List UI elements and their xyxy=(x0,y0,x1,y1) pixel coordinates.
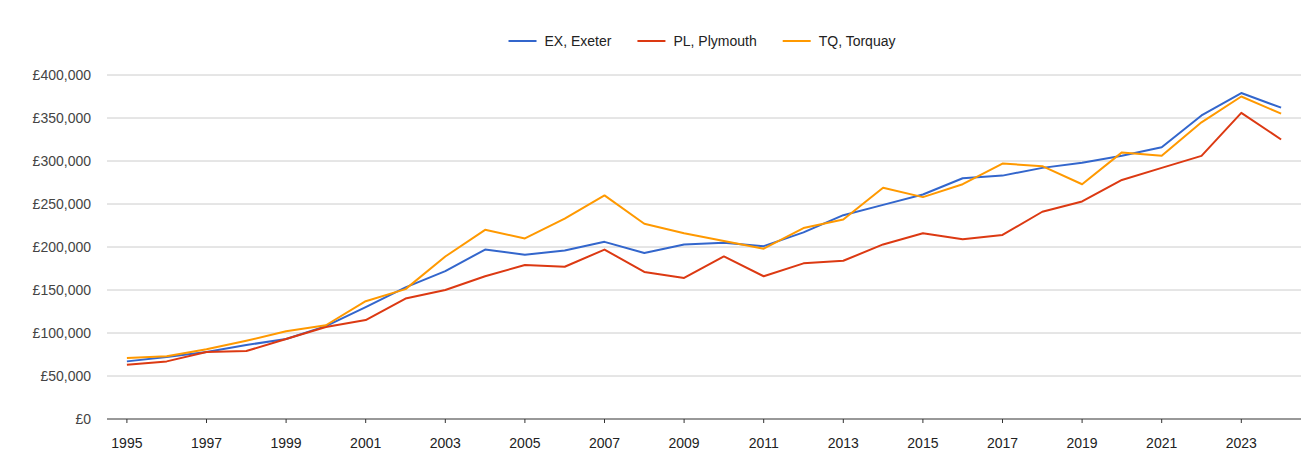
legend-symbol xyxy=(509,40,537,42)
x-tick-label: 2001 xyxy=(350,435,381,450)
x-tick-label: 2007 xyxy=(589,435,620,450)
series-line xyxy=(127,93,1281,361)
x-tick xyxy=(604,419,605,423)
x-tick-label: 1997 xyxy=(191,435,222,450)
legend-label: PL, Plymouth xyxy=(673,33,756,49)
y-tick-label: £0 xyxy=(75,411,91,427)
x-tick xyxy=(922,419,923,423)
y-tick-label: £250,000 xyxy=(33,196,92,212)
chart: £0 £50,000 £100,000 £150,000 £200,000 £250,00… xyxy=(0,0,1305,450)
grid-line xyxy=(107,161,1301,162)
x-tick-label: 2015 xyxy=(907,435,938,450)
x-tick xyxy=(206,419,207,423)
x-tick-label: 1995 xyxy=(111,435,142,450)
y-tick-label: £200,000 xyxy=(33,239,92,255)
y-tick-label: £100,000 xyxy=(33,325,92,341)
x-tick-label: 1999 xyxy=(271,435,302,450)
x-tick xyxy=(126,419,127,423)
x-tick xyxy=(1082,419,1083,423)
x-tick-label: 2013 xyxy=(828,435,859,450)
y-tick-label: £350,000 xyxy=(33,110,92,126)
grid-line xyxy=(107,118,1301,119)
x-tick xyxy=(445,419,446,423)
legend-label: TQ, Torquay xyxy=(819,33,896,49)
x-tick-label: 2003 xyxy=(430,435,461,450)
grid-line xyxy=(107,333,1301,334)
y-tick-label: £50,000 xyxy=(40,368,91,384)
x-tick-label: 2023 xyxy=(1226,435,1257,450)
x-tick-label: 2011 xyxy=(749,435,779,450)
x-tick xyxy=(365,419,366,423)
x-axis-line xyxy=(107,419,1301,420)
x-tick xyxy=(286,419,287,423)
grid-line xyxy=(107,247,1301,248)
series-line xyxy=(127,113,1281,365)
x-tick xyxy=(524,419,525,423)
x-tick xyxy=(843,419,844,423)
grid xyxy=(107,75,1301,376)
x-tick xyxy=(1161,419,1162,423)
grid-line xyxy=(107,75,1301,76)
legend-symbol xyxy=(637,40,665,42)
x-tick-label: 2017 xyxy=(987,435,1018,450)
y-tick-label: £400,000 xyxy=(33,67,92,83)
x-tick-label: 2005 xyxy=(509,435,540,450)
series-group xyxy=(127,93,1281,365)
x-tick xyxy=(684,419,685,423)
grid-line xyxy=(107,204,1301,205)
x-tick xyxy=(763,419,764,423)
grid-line xyxy=(107,290,1301,291)
x-tick-label: 2021 xyxy=(1146,435,1177,450)
legend-label: EX, Exeter xyxy=(545,33,612,49)
y-tick-label: £150,000 xyxy=(33,282,92,298)
x-tick-label: 2009 xyxy=(669,435,700,450)
legend-symbol xyxy=(783,40,811,42)
x-tick-label: 2019 xyxy=(1067,435,1098,450)
grid-line xyxy=(107,376,1301,377)
legend: EX, Exeter PL, Plymouth TQ, Torquay xyxy=(509,33,896,49)
series-line xyxy=(127,97,1281,358)
y-tick-label: £300,000 xyxy=(33,153,92,169)
x-tick xyxy=(1241,419,1242,423)
x-tick xyxy=(1002,419,1003,423)
